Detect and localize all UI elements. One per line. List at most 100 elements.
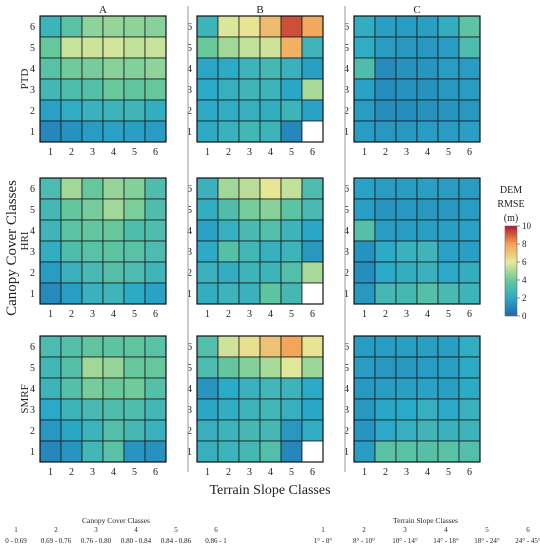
y-tick-label: 2: [30, 268, 35, 279]
heatmap-cell: [374, 57, 397, 80]
terrain-slope-legend-class: 6: [526, 526, 530, 534]
heatmap-cell: [196, 419, 219, 442]
y-tick-label: 5: [344, 205, 349, 216]
heatmap-cell: [437, 99, 460, 122]
heatmap-cell: [458, 356, 481, 379]
heatmap-cell: [259, 78, 282, 101]
heatmap-cell: [144, 36, 167, 59]
y-tick-label: 6: [344, 22, 349, 33]
heatmap-cell: [458, 261, 481, 284]
heatmap-cell: [123, 282, 146, 305]
y-tick-label: 5: [30, 363, 35, 374]
heatmap-cell: [416, 177, 439, 200]
heatmap-cell: [353, 177, 376, 200]
heatmap-cell: [123, 78, 146, 101]
y-tick-label: 1: [344, 127, 349, 138]
heatmap-cell: [60, 377, 83, 400]
heatmap-cell: [217, 15, 240, 38]
heatmap-cell: [374, 177, 397, 200]
y-tick-label: 6: [344, 342, 349, 353]
heatmap-cell: [196, 282, 219, 305]
y-tick-label: 4: [344, 226, 349, 237]
heatmap-cell: [217, 177, 240, 200]
heatmap-cell: [280, 78, 303, 101]
heatmap-cell: [217, 261, 240, 284]
x-tick-label: 4: [268, 467, 273, 478]
heatmap-cell: [259, 419, 282, 442]
heatmap-cell: [416, 377, 439, 400]
heatmap-cell: [301, 15, 324, 38]
heatmap-cell: [60, 57, 83, 80]
heatmap-cell: [60, 419, 83, 442]
heatmap-cell: [60, 240, 83, 263]
heatmap-cell: [458, 15, 481, 38]
heatmap-cell: [416, 36, 439, 59]
panel-A-HRI: 6 5 4 3 2 1 1 2 3 4 5 6 HRI: [19, 177, 167, 320]
heatmap-cell: [416, 282, 439, 305]
panel-frame: [196, 335, 324, 463]
heatmap-cell: [458, 120, 481, 143]
y-tick-label: 1: [30, 289, 35, 300]
heatmap-cell: [437, 36, 460, 59]
heatmap-cell: [238, 57, 261, 80]
canopy-cover-legend-range: 0 - 0.69: [5, 537, 27, 545]
heatmap-cell: [196, 15, 219, 38]
heatmap-cell: [353, 356, 376, 379]
panel-frame: [39, 177, 167, 305]
heatmap-cell: [238, 15, 261, 38]
heatmap-cell: [301, 377, 324, 400]
heatmap-cell: [301, 198, 324, 221]
heatmap-cell: [416, 99, 439, 122]
panel-C-HRI: 6 5 4 3 2 1 1 2 3 4 5 6: [344, 177, 481, 320]
heatmap-cell: [238, 398, 261, 421]
y-tick-label: 6: [187, 342, 192, 353]
heatmap-cell: [280, 120, 303, 143]
heatmap-cell: [301, 282, 324, 305]
canopy-cover-legend-class: 6: [214, 526, 218, 534]
heatmap-cell: [458, 198, 481, 221]
heatmap-cell: [39, 57, 62, 80]
heatmap-cell: [60, 335, 83, 358]
y-tick-label: 2: [30, 106, 35, 117]
heatmap-cell: [259, 36, 282, 59]
heatmap-cell: [301, 261, 324, 284]
heatmap-cell: [39, 120, 62, 143]
terrain-slope-legend-range: 8° - 10°: [353, 537, 375, 545]
y-tick-label: 6: [30, 22, 35, 33]
heatmap-cell: [458, 78, 481, 101]
heatmap-cell: [353, 219, 376, 242]
heatmap-cell: [39, 15, 62, 38]
heatmap-cell: [81, 240, 104, 263]
heatmap-cell: [437, 440, 460, 463]
heatmap-cell: [374, 377, 397, 400]
y-tick-label: 3: [30, 405, 35, 416]
x-tick-label: 6: [153, 147, 158, 158]
heatmap-cell: [60, 78, 83, 101]
panel-frame: [353, 177, 481, 305]
heatmap-cell: [144, 356, 167, 379]
heatmap-cell: [60, 15, 83, 38]
colorbar-title-line: RMSE: [497, 199, 524, 210]
heatmap-cell: [144, 57, 167, 80]
heatmap-cell: [144, 120, 167, 143]
row-label-HRI: HRI: [19, 231, 31, 250]
x-tick-label: 5: [446, 467, 451, 478]
heatmap-cell: [217, 377, 240, 400]
heatmap-cell: [259, 15, 282, 38]
heatmap-cell: [39, 78, 62, 101]
heatmap-cell: [301, 240, 324, 263]
heatmap-cell: [280, 440, 303, 463]
heatmap-cell: [437, 356, 460, 379]
heatmap-cell: [196, 398, 219, 421]
heatmap-cell: [259, 440, 282, 463]
heatmap-cell: [238, 99, 261, 122]
x-tick-label: 6: [310, 147, 315, 158]
heatmap-cell: [217, 78, 240, 101]
y-tick-label: 1: [30, 447, 35, 458]
terrain-slope-legend-class: 3: [403, 526, 407, 534]
x-tick-label: 1: [48, 467, 53, 478]
heatmap-cell: [102, 177, 125, 200]
heatmap-cell: [301, 36, 324, 59]
x-tick-label: 6: [467, 147, 472, 158]
x-tick-label: 4: [111, 309, 116, 320]
